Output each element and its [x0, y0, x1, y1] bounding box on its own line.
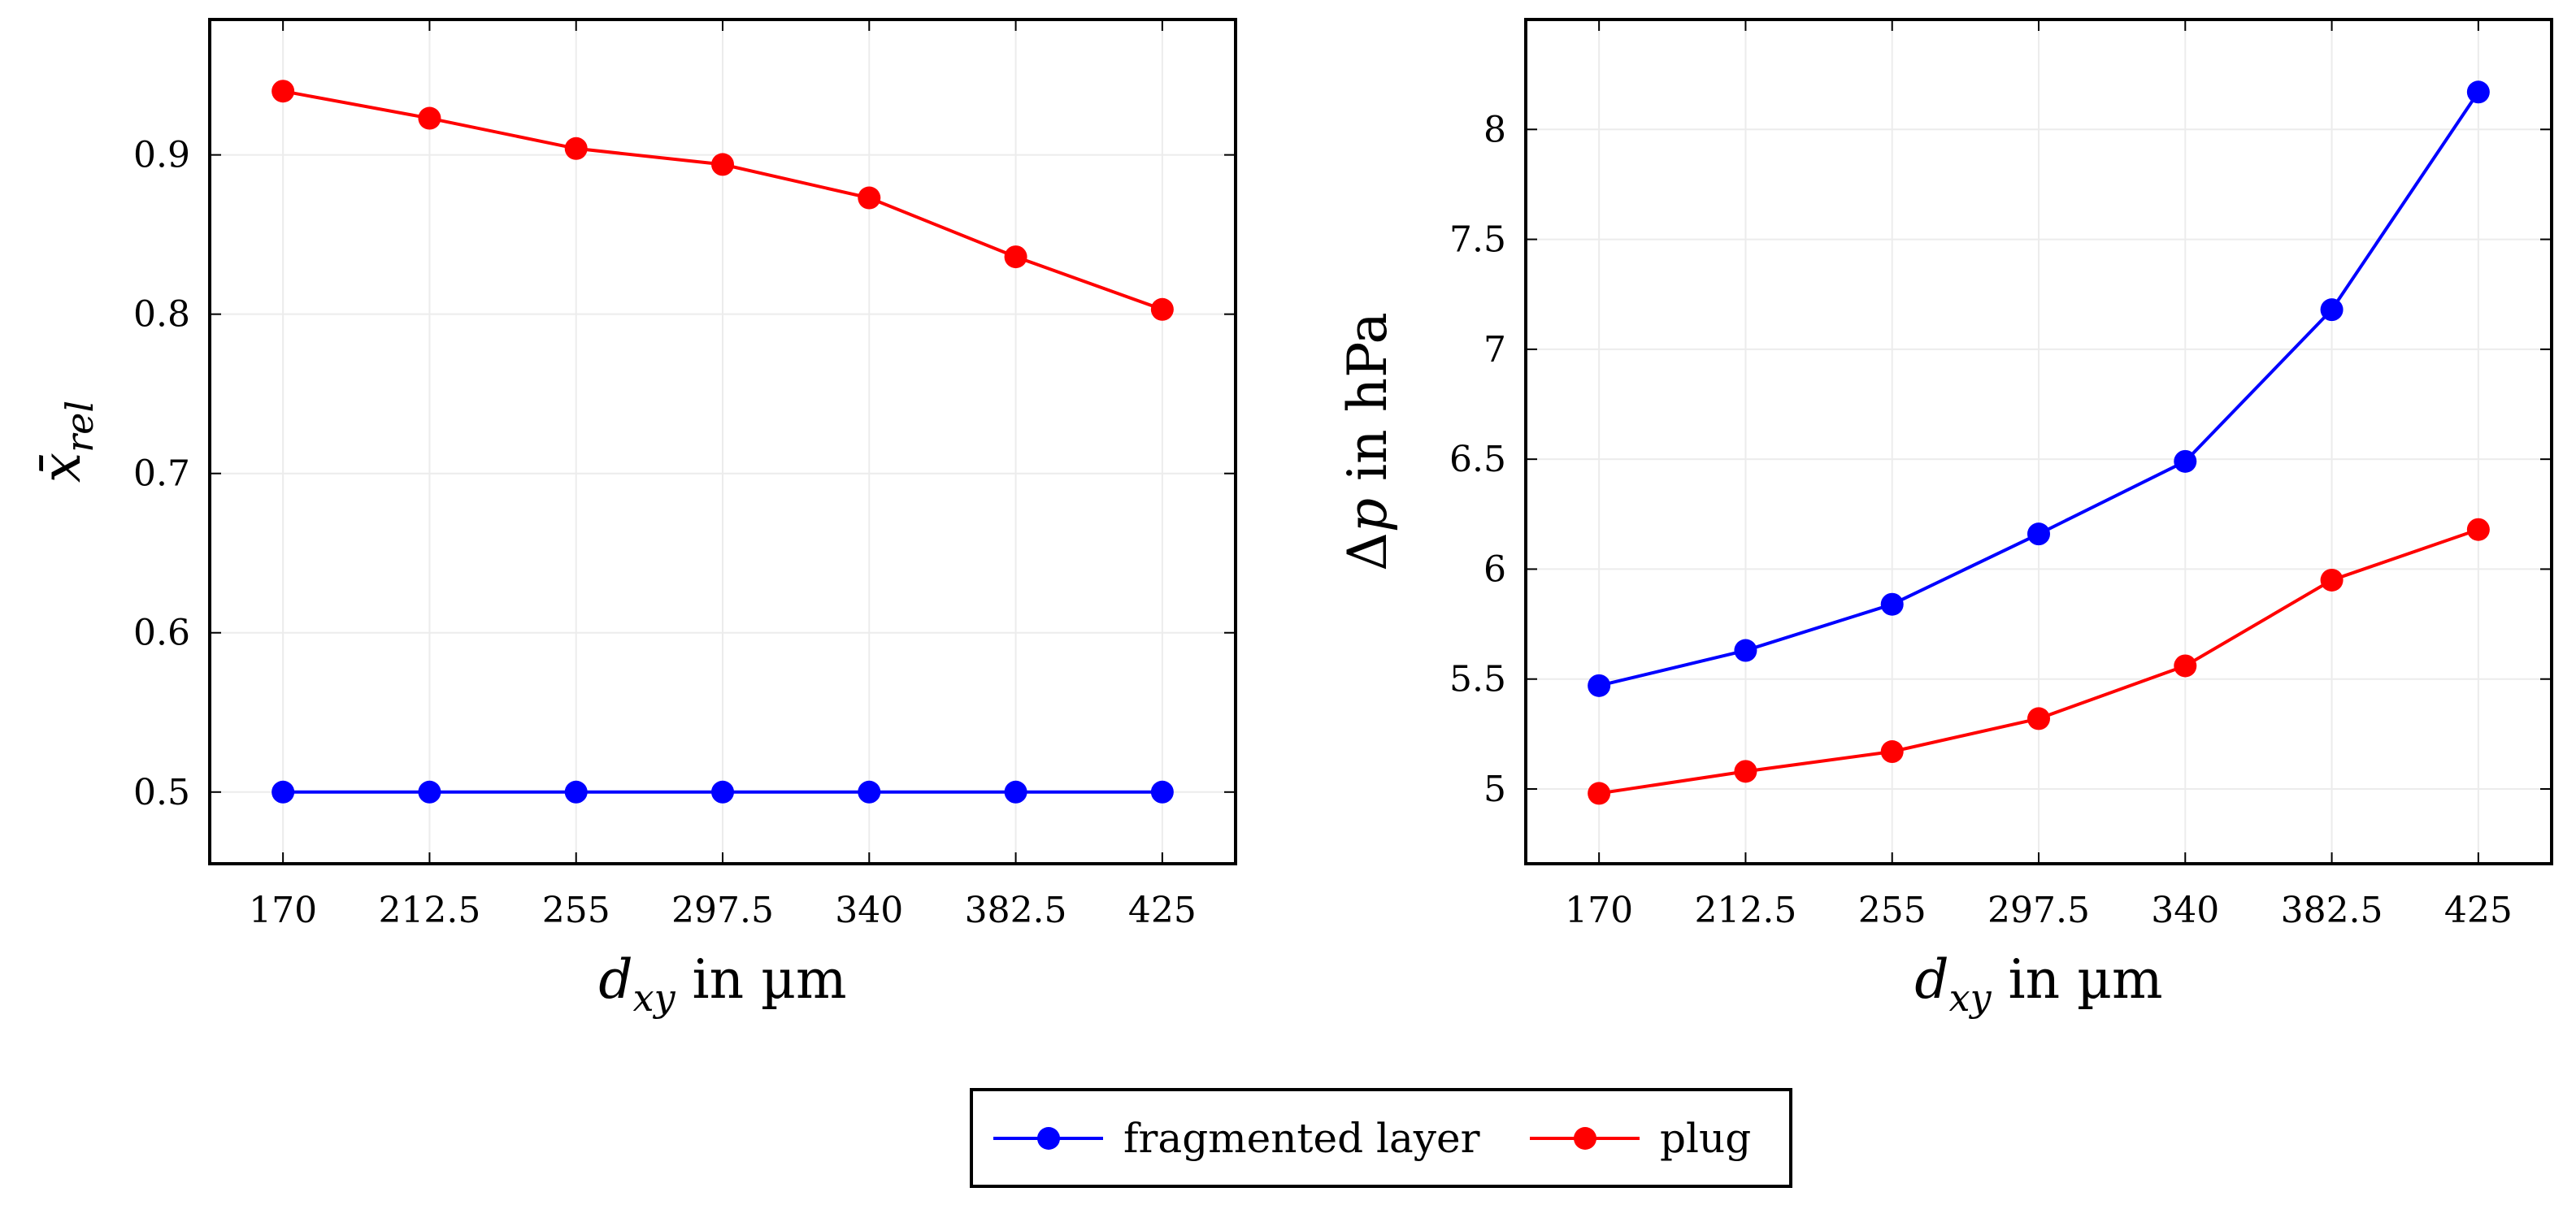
y-tick-label: 0.8: [133, 294, 190, 336]
data-point-plug: [272, 80, 295, 103]
x-tick-label: 212.5: [378, 890, 480, 931]
legend-item-plug: plug: [1530, 1115, 1751, 1162]
legend-item-fragmented-layer: fragmented layer: [993, 1115, 1480, 1162]
data-point-plug: [1588, 782, 1611, 805]
y-tick-label: 7: [1483, 329, 1506, 371]
legend-label-plug: plug: [1660, 1115, 1751, 1162]
chart-pressure-drop: 170 212.5 255 297.5 340 382.5 425 5 5.5 6 6.5 7 7.5 8…: [1336, 18, 2553, 1020]
x-tick-label: 255: [1858, 890, 1927, 931]
data-point-fragmented-layer: [1880, 592, 1904, 616]
data-point-fragmented-layer: [2027, 522, 2050, 546]
x-tick-label: 340: [835, 890, 903, 931]
x-tick-label: 340: [2151, 890, 2219, 931]
x-tick-label: 425: [2444, 890, 2513, 931]
legend-frame: [970, 1088, 1792, 1188]
x-tick-label: 297.5: [1987, 890, 2090, 931]
data-point-fragmented-layer: [2174, 449, 2197, 473]
data-point-plug: [2027, 707, 2050, 730]
series-plug: [1588, 518, 2490, 805]
data-point-fragmented-layer: [272, 780, 295, 804]
x-tick-label: 255: [542, 890, 610, 931]
data-point-fragmented-layer: [1734, 639, 1757, 662]
data-point-fragmented-layer: [1004, 780, 1027, 804]
data-point-fragmented-layer: [858, 780, 881, 804]
data-point-plug: [2466, 518, 2490, 541]
data-point-plug: [2174, 654, 2197, 678]
series-fragmented-layer: [272, 780, 1174, 804]
legend: fragmented layer plug: [970, 1088, 1792, 1188]
y-tick-label: 8: [1483, 109, 1506, 150]
data-point-fragmented-layer: [1150, 780, 1174, 804]
data-point-fragmented-layer: [711, 780, 734, 804]
y-tick-label: 6.5: [1449, 439, 1506, 480]
data-point-plug: [1004, 245, 1027, 269]
y-axis-title-share: x̄rel: [30, 401, 102, 483]
x-axis-title-pressure: dxy in µm: [1914, 948, 2162, 1020]
grid-pressure: [1526, 20, 2552, 864]
data-point-plug: [1734, 760, 1757, 783]
data-point-fragmented-layer: [2320, 298, 2344, 322]
data-point-plug: [858, 186, 881, 210]
x-tick-label: 170: [249, 890, 317, 931]
x-tick-label: 382.5: [965, 890, 1067, 931]
x-tick-label: 212.5: [1694, 890, 1796, 931]
y-tick-label: 0.7: [133, 453, 190, 495]
grid-share: [210, 20, 1236, 864]
legend-marker-plug: [1574, 1127, 1596, 1150]
x-axis-title-share: dxy in µm: [598, 948, 846, 1020]
y-axis-title-pressure: Δp in hPa: [1336, 312, 1399, 571]
x-tick-label: 297.5: [671, 890, 774, 931]
x-tick-label: 425: [1128, 890, 1197, 931]
legend-marker-fragmented-layer: [1037, 1127, 1060, 1150]
data-point-fragmented-layer: [2466, 80, 2490, 104]
legend-label-fragmented-layer: fragmented layer: [1123, 1115, 1480, 1162]
data-point-plug: [711, 153, 734, 176]
series-fragmented-layer: [1588, 80, 2490, 697]
data-point-fragmented-layer: [1588, 674, 1611, 697]
x-tick-label: 170: [1565, 890, 1633, 931]
data-point-plug: [2320, 568, 2344, 592]
y-tick-label: 7.5: [1449, 219, 1506, 261]
y-tick-label: 0.5: [133, 772, 190, 813]
y-tick-label: 5.5: [1449, 659, 1506, 700]
data-point-plug: [564, 137, 588, 160]
y-tick-label: 0.6: [133, 613, 190, 654]
data-point-plug: [418, 106, 441, 130]
data-point-plug: [1150, 297, 1174, 321]
series-plug: [272, 80, 1174, 321]
data-point-fragmented-layer: [418, 780, 441, 804]
y-tick-label: 0.9: [133, 135, 190, 176]
y-tick-label: 6: [1483, 548, 1506, 590]
y-tick-label: 5: [1483, 769, 1506, 810]
x-tick-label: 382.5: [2281, 890, 2383, 931]
data-point-plug: [1880, 740, 1904, 764]
data-point-fragmented-layer: [564, 780, 588, 804]
chart-relative-share: 170 212.5 255 297.5 340 382.5 425 0.5 0.6 0.7 0.8 0…: [30, 18, 1237, 1020]
